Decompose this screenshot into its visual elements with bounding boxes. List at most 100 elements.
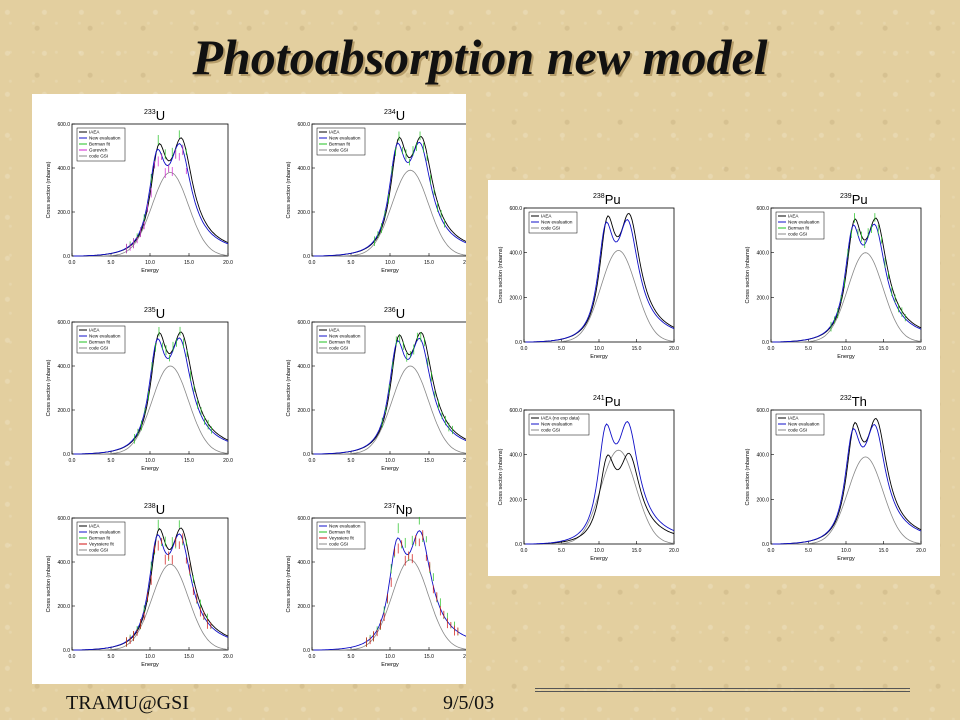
- x-axis-label: Energy: [381, 466, 399, 472]
- legend-entry: IAEA: [89, 524, 100, 529]
- legend-entry: Berman fit: [89, 536, 111, 541]
- x-tick-label: 20.0: [916, 346, 926, 352]
- y-tick-label: 400.0: [756, 453, 769, 459]
- legend-entry: Berman fit: [788, 226, 810, 231]
- y-axis-label: Cross section (mbarns): [498, 246, 504, 303]
- y-tick-label: 600.0: [297, 516, 310, 522]
- y-tick-label: 0.0: [762, 340, 769, 346]
- y-tick-label: 400.0: [756, 251, 769, 257]
- legend-entry: New evaluation: [89, 334, 121, 339]
- plot-233U: 233U 0.0 5.0 10.0 15.0 20.0 0.0 200.0 400.0 600.0…: [46, 108, 233, 274]
- x-tick-label: 0.0: [309, 260, 316, 266]
- x-tick-label: 0.0: [309, 654, 316, 660]
- x-tick-label: 5.0: [348, 654, 355, 660]
- y-axis-label: Cross section (mbarns): [286, 359, 292, 416]
- nucleus-mass: 234: [384, 109, 396, 116]
- x-tick-label: 15.0: [184, 260, 194, 266]
- legend-entry: New evaluation: [329, 136, 361, 141]
- x-tick-label: 15.0: [632, 346, 642, 352]
- legend-box: [775, 413, 825, 436]
- y-tick-label: 200.0: [297, 210, 310, 216]
- curve-new-evaluation: [73, 533, 229, 651]
- curve-code-gsi: [772, 252, 922, 343]
- y-tick-label: 400.0: [297, 166, 310, 172]
- nucleus-symbol: U: [396, 108, 405, 123]
- y-tick-label: 200.0: [297, 408, 310, 414]
- nucleus-mass: 237: [384, 503, 396, 510]
- x-tick-label: 5.0: [108, 654, 115, 660]
- y-tick-label: 600.0: [756, 408, 769, 414]
- x-tick-label: 15.0: [184, 458, 194, 464]
- legend-entry: Gurevich: [89, 148, 108, 153]
- x-tick-label: 10.0: [841, 346, 851, 352]
- y-axis-label: Cross section (mbarns): [286, 161, 292, 218]
- y-tick-label: 400.0: [57, 364, 70, 370]
- y-tick-label: 0.0: [303, 452, 310, 458]
- plot-237Np: 237Np 0.0 5.0 10.0 15.0 20.0 0.0 200.0 400.0 600.…: [286, 502, 466, 668]
- legend-entry: New evaluation: [541, 220, 573, 225]
- y-tick-label: 0.0: [303, 648, 310, 654]
- x-axis-label: Energy: [590, 354, 608, 360]
- legend-entry: code GSI: [541, 226, 560, 231]
- x-axis-label: Energy: [381, 268, 399, 274]
- x-tick-label: 10.0: [145, 654, 155, 660]
- x-axis-label: Energy: [141, 662, 159, 668]
- nucleus-symbol: U: [156, 502, 165, 517]
- x-axis-label: Energy: [837, 354, 855, 360]
- legend-entry: IAEA: [541, 214, 552, 219]
- legend-entry: New evaluation: [89, 136, 121, 141]
- curve-code-gsi: [73, 171, 229, 257]
- curve-new-evaluation: [525, 219, 675, 343]
- y-tick-label: 0.0: [303, 254, 310, 260]
- y-tick-label: 200.0: [297, 604, 310, 610]
- y-axis-label: Cross section (mbarns): [46, 555, 52, 612]
- x-tick-label: 20.0: [916, 548, 926, 554]
- nucleus-label: 241Pu: [593, 394, 621, 409]
- legend-entry: New evaluation: [329, 334, 361, 339]
- curve-new-evaluation: [772, 423, 922, 545]
- y-tick-label: 400.0: [297, 560, 310, 566]
- x-tick-label: 0.0: [69, 654, 76, 660]
- y-tick-label: 600.0: [297, 122, 310, 128]
- x-tick-label: 0.0: [69, 260, 76, 266]
- plot-236U: 236U 0.0 5.0 10.0 15.0 20.0 0.0 200.0 400.0 600.0…: [286, 306, 466, 472]
- nucleus-symbol: Pu: [852, 192, 868, 207]
- x-axis-label: Energy: [141, 268, 159, 274]
- x-tick-label: 20.0: [669, 346, 679, 352]
- x-tick-label: 20.0: [223, 654, 233, 660]
- y-axis-label: Cross section (mbarns): [286, 555, 292, 612]
- nucleus-label: 232Th: [840, 394, 867, 409]
- nucleus-mass: 238: [593, 193, 605, 200]
- x-tick-label: 10.0: [385, 260, 395, 266]
- left-chart-panel: 233U 0.0 5.0 10.0 15.0 20.0 0.0 200.0 400.0 600.0…: [32, 94, 466, 684]
- plot-238Pu: 238Pu 0.0 5.0 10.0 15.0 20.0 0.0 200.0 400.0 600.…: [498, 192, 679, 360]
- x-tick-label: 0.0: [768, 548, 775, 554]
- y-tick-label: 600.0: [57, 516, 70, 522]
- y-tick-label: 200.0: [57, 408, 70, 414]
- x-axis-label: Energy: [141, 466, 159, 472]
- x-tick-label: 0.0: [309, 458, 316, 464]
- plot-235U: 235U 0.0 5.0 10.0 15.0 20.0 0.0 200.0 400.0 600.0…: [46, 306, 233, 472]
- x-tick-label: 15.0: [424, 654, 434, 660]
- nucleus-label: 238Pu: [593, 192, 621, 207]
- nucleus-label: 237Np: [384, 502, 412, 517]
- nucleus-symbol: U: [156, 306, 165, 321]
- legend-entry: Berman fit: [89, 340, 111, 345]
- nucleus-mass: 241: [593, 395, 605, 402]
- curve-code-gsi: [525, 249, 675, 343]
- legend-entry: IAEA (no exp data): [541, 416, 580, 421]
- curve-code-gsi: [73, 365, 229, 455]
- x-tick-label: 0.0: [521, 548, 528, 554]
- nucleus-mass: 236: [384, 307, 396, 314]
- x-axis-label: Energy: [837, 556, 855, 562]
- y-axis-label: Cross section (mbarns): [745, 448, 751, 505]
- x-tick-label: 20.0: [463, 654, 466, 660]
- nucleus-label: 234U: [384, 108, 405, 123]
- curve-iaea: [772, 417, 922, 545]
- y-tick-label: 200.0: [509, 295, 522, 301]
- nucleus-mass: 239: [840, 193, 852, 200]
- x-tick-label: 15.0: [632, 548, 642, 554]
- x-tick-label: 15.0: [424, 458, 434, 464]
- x-tick-label: 15.0: [879, 548, 889, 554]
- x-tick-label: 10.0: [145, 260, 155, 266]
